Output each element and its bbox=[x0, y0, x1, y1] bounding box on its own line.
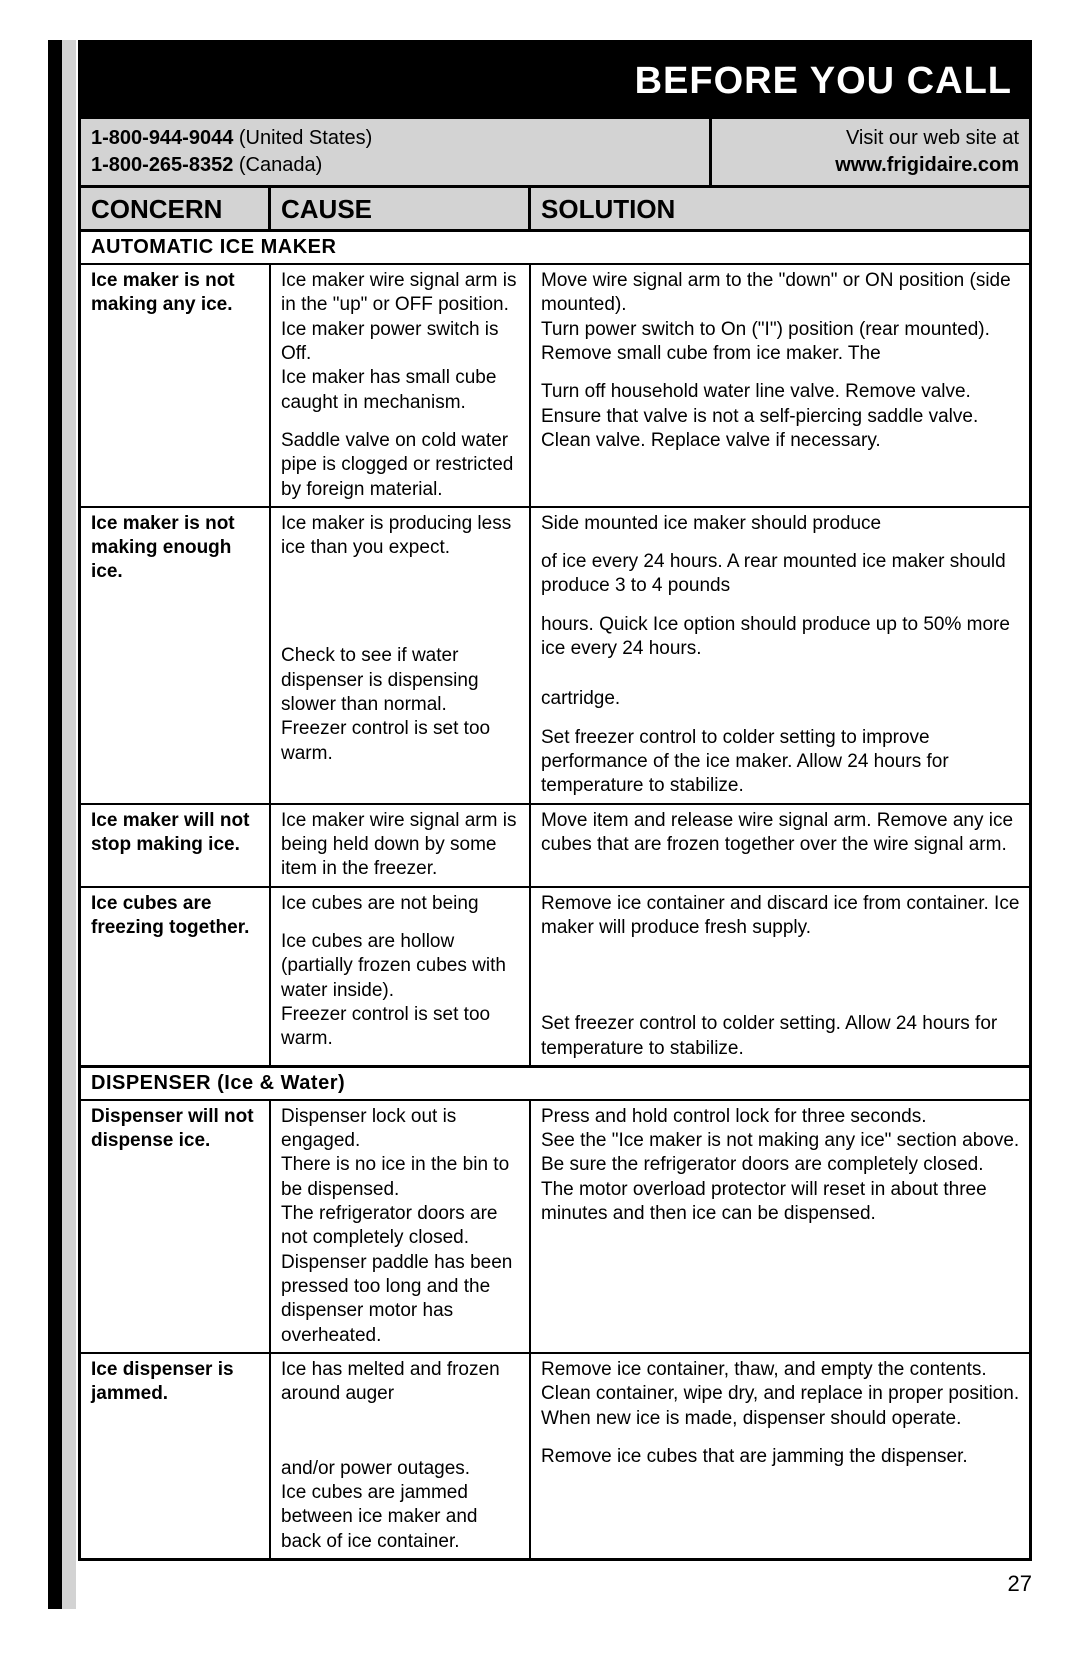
solution-text: The motor overload protector will reset … bbox=[541, 1178, 1021, 1227]
cause-text: Dispenser lock out is engaged. bbox=[281, 1105, 521, 1154]
table-row: Ice maker is not making any ice. Ice mak… bbox=[81, 265, 1029, 508]
solution-text: Turn off household water line valve. Rem… bbox=[541, 380, 1021, 453]
manual-page: BEFORE YOU CALL 1-800-944-9044 (United S… bbox=[0, 0, 1080, 1669]
col-concern: CONCERN bbox=[81, 188, 271, 229]
cause-cell: Ice maker wire signal arm is in the "up"… bbox=[271, 265, 531, 506]
cause-cell: Ice cubes are not being Ice cubes are ho… bbox=[271, 888, 531, 1065]
concern-cell: Ice dispenser is jammed. bbox=[81, 1354, 271, 1558]
table-row: Dispenser will not dispense ice. Dispens… bbox=[81, 1101, 1029, 1354]
solution-cell: Move wire signal arm to the "down" or ON… bbox=[531, 265, 1029, 506]
solution-text: Remove ice cubes that are jamming the di… bbox=[541, 1445, 1021, 1469]
table-row: Ice maker is not making enough ice. Ice … bbox=[81, 508, 1029, 805]
phone-ca: 1-800-265-8352 bbox=[91, 154, 233, 176]
solution-text: Turn power switch to On ("I") position (… bbox=[541, 318, 1021, 342]
phone-us-label: (United States) bbox=[233, 127, 372, 149]
cause-text: and/or power outages. bbox=[281, 1457, 521, 1481]
website-url: www.frigidaire.com bbox=[722, 152, 1019, 179]
solution-cell: Side mounted ice maker should produce of… bbox=[531, 508, 1029, 803]
cause-text: Freezer control is set too warm. bbox=[281, 717, 521, 766]
cause-text: Saddle valve on cold water pipe is clogg… bbox=[281, 429, 521, 502]
cause-text: Dispenser paddle has been pressed too lo… bbox=[281, 1251, 521, 1348]
solution-text: Move wire signal arm to the "down" or ON… bbox=[541, 269, 1021, 318]
phone-us: 1-800-944-9044 bbox=[91, 127, 233, 149]
table-row: Ice dispenser is jammed. Ice has melted … bbox=[81, 1354, 1029, 1561]
cause-text: Ice maker is producing less ice than you… bbox=[281, 512, 521, 561]
concern-cell: Ice maker is not making enough ice. bbox=[81, 508, 271, 803]
page-title: BEFORE YOU CALL bbox=[78, 40, 1032, 119]
page-number: 27 bbox=[78, 1561, 1032, 1597]
cause-text: Ice maker has small cube caught in mecha… bbox=[281, 366, 521, 415]
website-block: Visit our web site at www.frigidaire.com bbox=[709, 119, 1029, 185]
solution-text: cartridge. bbox=[541, 687, 1021, 711]
website-intro: Visit our web site at bbox=[722, 125, 1019, 152]
solution-text: Press and hold control lock for three se… bbox=[541, 1105, 1021, 1129]
cause-text: Ice maker wire signal arm is in the "up"… bbox=[281, 269, 521, 318]
troubleshoot-table: Dispenser will not dispense ice. Dispens… bbox=[78, 1101, 1032, 1561]
solution-text: hours. Quick Ice option should produce u… bbox=[541, 613, 1021, 662]
cause-text: Ice cubes are jammed between ice maker a… bbox=[281, 1481, 521, 1554]
troubleshoot-table: Ice maker is not making any ice. Ice mak… bbox=[78, 265, 1032, 1068]
solution-text: Side mounted ice maker should produce bbox=[541, 512, 1021, 536]
solution-text: Be sure the refrigerator doors are compl… bbox=[541, 1153, 1021, 1177]
cause-cell: Ice maker is producing less ice than you… bbox=[271, 508, 531, 803]
section-automatic-ice-maker: AUTOMATIC ICE MAKER bbox=[78, 232, 1032, 265]
cause-text: Ice cubes are not being bbox=[281, 892, 521, 916]
concern-cell: Dispenser will not dispense ice. bbox=[81, 1101, 271, 1352]
solution-text: Remove ice container and discard ice fro… bbox=[541, 892, 1021, 941]
solution-text: Remove small cube from ice maker. The bbox=[541, 342, 1021, 366]
solution-text: Set freezer control to colder setting to… bbox=[541, 726, 1021, 799]
cause-cell: Ice has melted and frozen around auger a… bbox=[271, 1354, 531, 1558]
cause-text: Check to see if water dispenser is dispe… bbox=[281, 644, 521, 717]
concern-cell: Ice maker will not stop making ice. bbox=[81, 805, 271, 886]
solution-cell: Remove ice container and discard ice fro… bbox=[531, 888, 1029, 1065]
cause-text: Freezer control is set too warm. bbox=[281, 1003, 521, 1052]
cause-text: There is no ice in the bin to be dispens… bbox=[281, 1153, 521, 1202]
section-dispenser: DISPENSER (Ice & Water) bbox=[78, 1068, 1032, 1101]
cause-cell: Ice maker wire signal arm is being held … bbox=[271, 805, 531, 886]
col-solution: SOLUTION bbox=[531, 188, 1029, 229]
cause-text: Ice has melted and frozen around auger bbox=[281, 1358, 521, 1407]
concern-cell: Ice maker is not making any ice. bbox=[81, 265, 271, 506]
cause-cell: Dispenser lock out is engaged. There is … bbox=[271, 1101, 531, 1352]
phone-ca-label: (Canada) bbox=[233, 154, 322, 176]
phone-numbers: 1-800-944-9044 (United States) 1-800-265… bbox=[81, 119, 709, 185]
table-row: Ice cubes are freezing together. Ice cub… bbox=[81, 888, 1029, 1068]
solution-text: of ice every 24 hours. A rear mounted ic… bbox=[541, 550, 1021, 599]
cause-text: Ice maker power switch is Off. bbox=[281, 318, 521, 367]
solution-text: Set freezer control to colder setting. A… bbox=[541, 1012, 1021, 1061]
col-cause: CAUSE bbox=[271, 188, 531, 229]
cause-text: The refrigerator doors are not completel… bbox=[281, 1202, 521, 1251]
solution-text: See the "Ice maker is not making any ice… bbox=[541, 1129, 1021, 1153]
solution-cell: Remove ice container, thaw, and empty th… bbox=[531, 1354, 1029, 1558]
table-row: Ice maker will not stop making ice. Ice … bbox=[81, 805, 1029, 888]
table-column-headers: CONCERN CAUSE SOLUTION bbox=[78, 188, 1032, 232]
concern-cell: Ice cubes are freezing together. bbox=[81, 888, 271, 1065]
solution-cell: Press and hold control lock for three se… bbox=[531, 1101, 1029, 1352]
contact-info-row: 1-800-944-9044 (United States) 1-800-265… bbox=[78, 119, 1032, 188]
side-bar-grey bbox=[62, 40, 76, 1609]
solution-cell: Move item and release wire signal arm. R… bbox=[531, 805, 1029, 886]
side-bar-black bbox=[48, 40, 62, 1609]
solution-text: Remove ice container, thaw, and empty th… bbox=[541, 1358, 1021, 1431]
cause-text: Ice cubes are hollow (partially frozen c… bbox=[281, 930, 521, 1003]
